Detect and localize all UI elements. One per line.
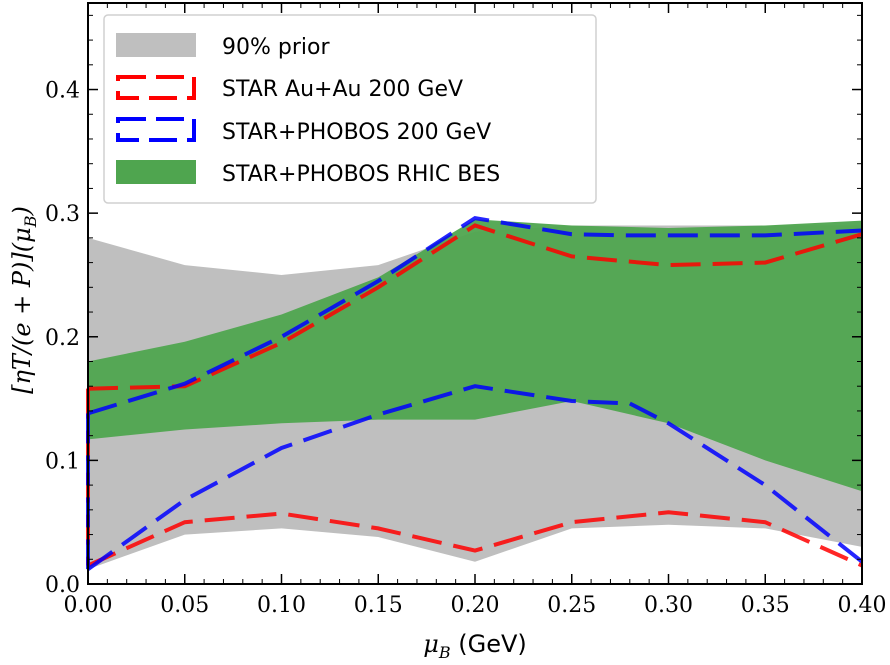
plot-frame: [87, 2, 863, 585]
band-star-au-au-200-gev-lower: [87, 510, 863, 568]
x-tick-label: 0.40: [838, 593, 887, 618]
x-tick-label: 0.35: [741, 593, 790, 618]
x-axis-label: μB (GeV): [423, 630, 527, 662]
legend-swatch-prior: [116, 33, 196, 57]
legend: 90% prior STAR Au+Au 200 GeV STAR+PHOBOS…: [103, 14, 597, 204]
legend-label-star-phobos: STAR+PHOBOS 200 GeV: [222, 120, 491, 145]
y-tick-label: 0.2: [45, 326, 80, 351]
y-tick-label: 0.3: [45, 202, 80, 227]
x-tick-label: 0.15: [354, 593, 403, 618]
legend-swatch-bes: [116, 160, 196, 184]
x-tick-label: 0.20: [451, 593, 500, 618]
x-tick-label: 0.00: [64, 593, 113, 618]
legend-box: [103, 14, 597, 204]
legend-label-prior: 90% prior: [222, 35, 330, 60]
ticks-layer: 0.00 0.05 0.10 0.15 0.20 0.25 0.30 0.35 0.40 0.0 0…: [45, 3, 886, 618]
x-axis-label-sub: B: [438, 643, 451, 662]
band-star-au-au-200-gev-upper: [87, 223, 863, 391]
x-tick-label: 0.05: [160, 593, 209, 618]
legend-label-bes: STAR+PHOBOS RHIC BES: [222, 162, 500, 187]
y-tick-label: 0.0: [45, 573, 80, 598]
band-star-phobos-200-gev-upper: [87, 215, 863, 416]
y-axis-label: [ηT/(e + P)](μB): [8, 206, 40, 394]
band-star-phobos-200-gev-lower: [86, 384, 864, 571]
legend-swatch-star: [116, 75, 196, 100]
x-tick-label: 0.10: [257, 593, 306, 618]
legend-label-star: STAR Au+Au 200 GeV: [222, 77, 463, 102]
x-tick-label: 0.25: [547, 593, 596, 618]
bands-layer: [86, 215, 864, 571]
x-axis-label-unit: (GeV): [451, 630, 527, 658]
legend-swatch-star-phobos: [116, 117, 196, 142]
x-axis-label-main: μ: [423, 630, 439, 658]
y-tick-label: 0.1: [45, 449, 80, 474]
y-tick-label: 0.4: [45, 79, 80, 104]
x-tick-label: 0.30: [644, 593, 693, 618]
